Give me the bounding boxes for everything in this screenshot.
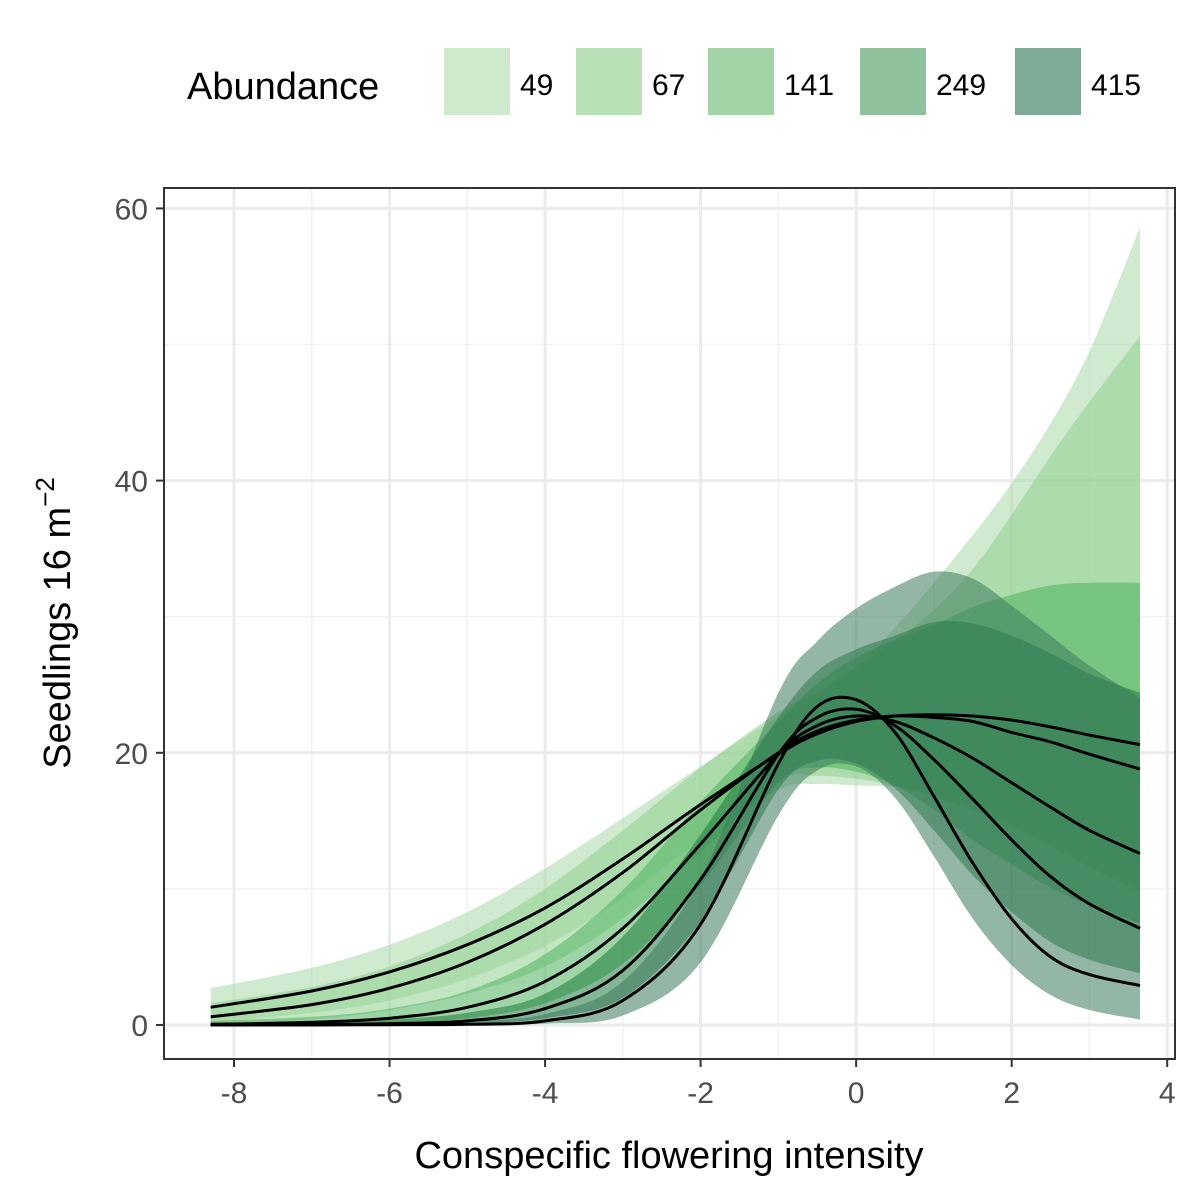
y-axis-title-main: Seedlings 16 m	[37, 507, 79, 769]
x-tick-label: -6	[376, 1077, 403, 1110]
x-tick-label: 2	[1003, 1077, 1020, 1110]
confidence-bands	[210, 227, 1140, 1026]
y-axis-title-superscript: −2	[30, 477, 60, 507]
x-axis: -8 -6 -4 -2 0 2 4	[221, 1059, 1176, 1110]
legend: Abundance 49 67 141 249 415	[187, 48, 1141, 115]
legend-title: Abundance	[187, 66, 379, 108]
legend-label-67: 67	[652, 69, 685, 102]
legend-label-415: 415	[1091, 69, 1141, 102]
legend-entries: 49 67 141 249 415	[444, 48, 1141, 115]
legend-key-249	[860, 48, 926, 115]
legend-label-49: 49	[520, 69, 553, 102]
legend-key-141	[708, 48, 774, 115]
legend-label-249: 249	[936, 69, 986, 102]
legend-key-67	[576, 48, 642, 115]
legend-label-141: 141	[784, 69, 834, 102]
legend-key-49	[444, 48, 510, 115]
band-415	[210, 571, 1140, 1026]
panel-border	[163, 187, 1176, 1060]
fitted-lines	[210, 695, 1141, 1027]
y-axis: 0 20 40 60	[115, 193, 164, 1043]
line-249	[210, 707, 1141, 1027]
y-tick-label: 20	[115, 738, 148, 771]
x-tick-label: -2	[687, 1077, 714, 1110]
y-tick-label: 60	[115, 193, 148, 226]
y-tick-label: 40	[115, 466, 148, 499]
x-tick-label: -8	[221, 1077, 248, 1110]
plot-panel	[163, 187, 1176, 1060]
x-axis-title: Conspecific flowering intensity	[414, 1135, 923, 1177]
x-tick-label: 4	[1159, 1077, 1176, 1110]
x-tick-label: -4	[532, 1077, 559, 1110]
legend-key-415	[1015, 48, 1081, 115]
line-415	[210, 695, 1141, 1027]
y-axis-title: Seedlings 16 m−2	[30, 477, 79, 769]
y-tick-label: 0	[131, 1010, 148, 1043]
x-tick-label: 0	[848, 1077, 865, 1110]
line-49	[210, 713, 1141, 1009]
